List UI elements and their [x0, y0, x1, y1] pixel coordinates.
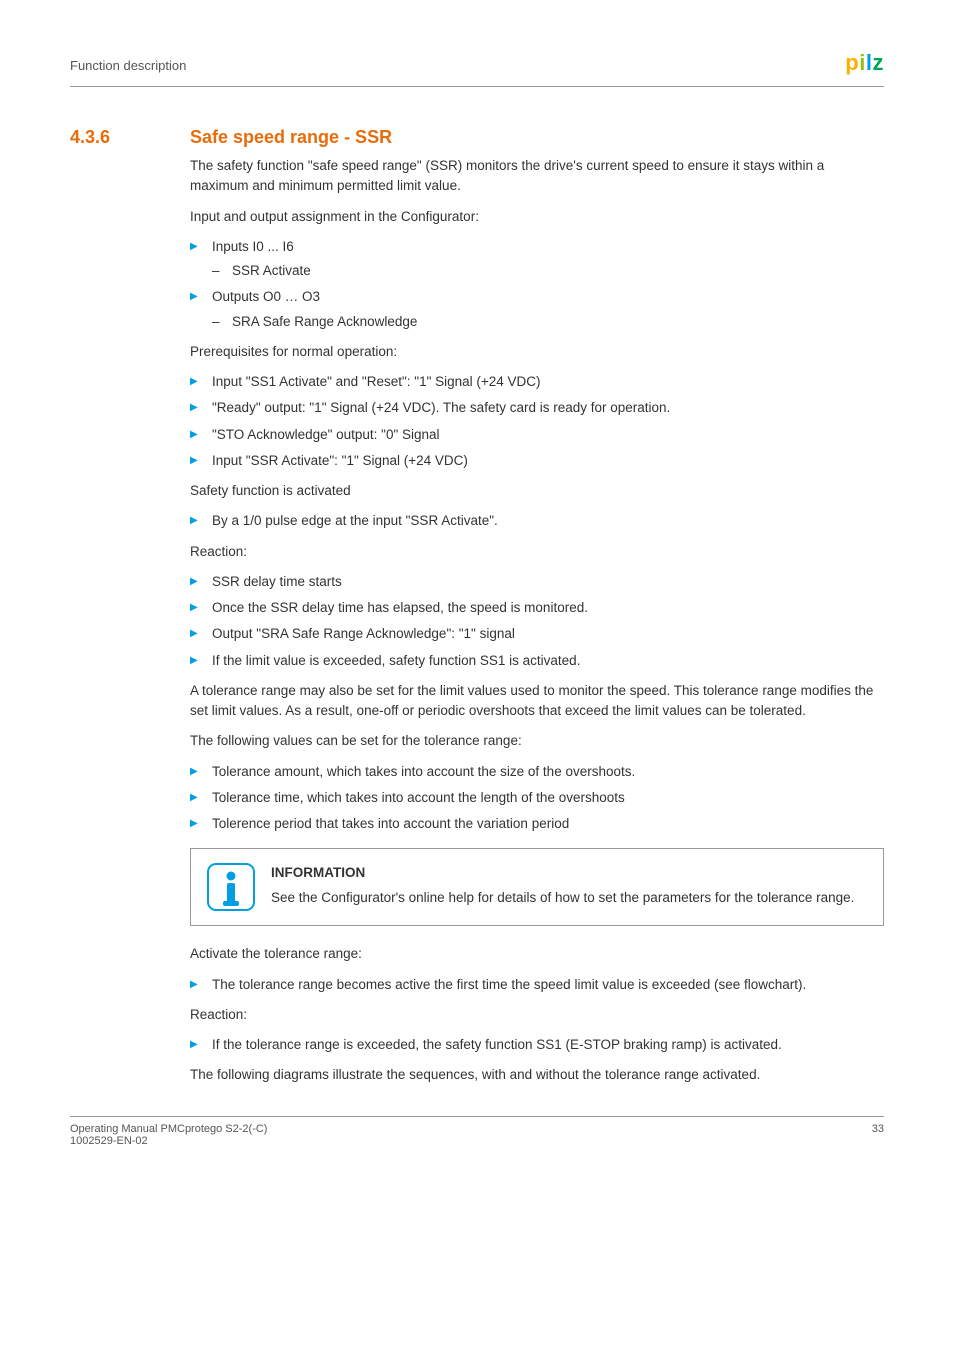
tolerance-paragraph: A tolerance range may also be set for th… [190, 681, 884, 722]
logo-letter-p: p [845, 50, 859, 75]
list-item: Outputs O0 … O3 SRA Safe Range Acknowled… [190, 287, 884, 332]
list-item: Output "SRA Safe Range Acknowledge": "1"… [190, 624, 884, 644]
io-heading: Input and output assignment in the Confi… [190, 207, 884, 227]
brand-logo: pilz [845, 50, 884, 76]
list-item: Input "SSR Activate": "1" Signal (+24 VD… [190, 451, 884, 471]
activate-list: The tolerance range becomes active the f… [190, 975, 884, 995]
io-label: Outputs O0 … O3 [212, 289, 320, 304]
information-text: INFORMATION See the Configurator's onlin… [271, 863, 854, 908]
footer-doc-id: 1002529-EN-02 [70, 1135, 267, 1147]
safety-function-list: By a 1/0 pulse edge at the input "SSR Ac… [190, 511, 884, 531]
intro-paragraph: The safety function "safe speed range" (… [190, 156, 884, 197]
list-item: Tolerence period that takes into account… [190, 814, 884, 834]
reaction-list: SSR delay time starts Once the SSR delay… [190, 572, 884, 671]
list-item: By a 1/0 pulse edge at the input "SSR Ac… [190, 511, 884, 531]
io-label: Inputs I0 ... I6 [212, 239, 294, 254]
reaction2-list: If the tolerance range is exceeded, the … [190, 1035, 884, 1055]
header-rule [70, 86, 884, 87]
section-title: Safe speed range - SSR [190, 127, 392, 148]
tolerance-list-heading: The following values can be set for the … [190, 731, 884, 751]
footer-page-number: 33 [872, 1123, 884, 1147]
list-item: Inputs I0 ... I6 SSR Activate [190, 237, 884, 282]
tolerance-list: Tolerance amount, which takes into accou… [190, 762, 884, 835]
section-number: 4.3.6 [70, 127, 160, 148]
io-sublist: SRA Safe Range Acknowledge [212, 312, 884, 332]
information-body: See the Configurator's online help for d… [271, 888, 854, 908]
io-sublist: SSR Activate [212, 261, 884, 281]
list-item: Once the SSR delay time has elapsed, the… [190, 598, 884, 618]
list-item: "STO Acknowledge" output: "0" Signal [190, 425, 884, 445]
list-item: SSR delay time starts [190, 572, 884, 592]
list-item: SSR Activate [212, 261, 884, 281]
logo-letter-i: i [859, 50, 866, 75]
information-title: INFORMATION [271, 863, 854, 883]
information-callout: INFORMATION See the Configurator's onlin… [190, 848, 884, 926]
prereq-list: Input "SS1 Activate" and "Reset": "1" Si… [190, 372, 884, 471]
list-item: SRA Safe Range Acknowledge [212, 312, 884, 332]
list-item: Tolerance amount, which takes into accou… [190, 762, 884, 782]
safety-function-heading: Safety function is activated [190, 481, 884, 501]
footer-left: Operating Manual PMCprotego S2-2(-C) 100… [70, 1123, 267, 1147]
info-icon [207, 863, 255, 911]
list-item: "Ready" output: "1" Signal (+24 VDC). Th… [190, 398, 884, 418]
prereq-heading: Prerequisites for normal operation: [190, 342, 884, 362]
breadcrumb: Function description [70, 58, 186, 73]
io-list: Inputs I0 ... I6 SSR Activate Outputs O0… [190, 237, 884, 332]
logo-letter-l: l [866, 50, 873, 75]
reaction2-heading: Reaction: [190, 1005, 884, 1025]
reaction-heading: Reaction: [190, 542, 884, 562]
list-item: Input "SS1 Activate" and "Reset": "1" Si… [190, 372, 884, 392]
footer-doc-title: Operating Manual PMCprotego S2-2(-C) [70, 1123, 267, 1135]
list-item: If the limit value is exceeded, safety f… [190, 651, 884, 671]
activate-heading: Activate the tolerance range: [190, 944, 884, 964]
list-item: The tolerance range becomes active the f… [190, 975, 884, 995]
list-item: Tolerance time, which takes into account… [190, 788, 884, 808]
closing-paragraph: The following diagrams illustrate the se… [190, 1065, 884, 1085]
list-item: If the tolerance range is exceeded, the … [190, 1035, 884, 1055]
logo-letter-z: z [873, 50, 885, 75]
